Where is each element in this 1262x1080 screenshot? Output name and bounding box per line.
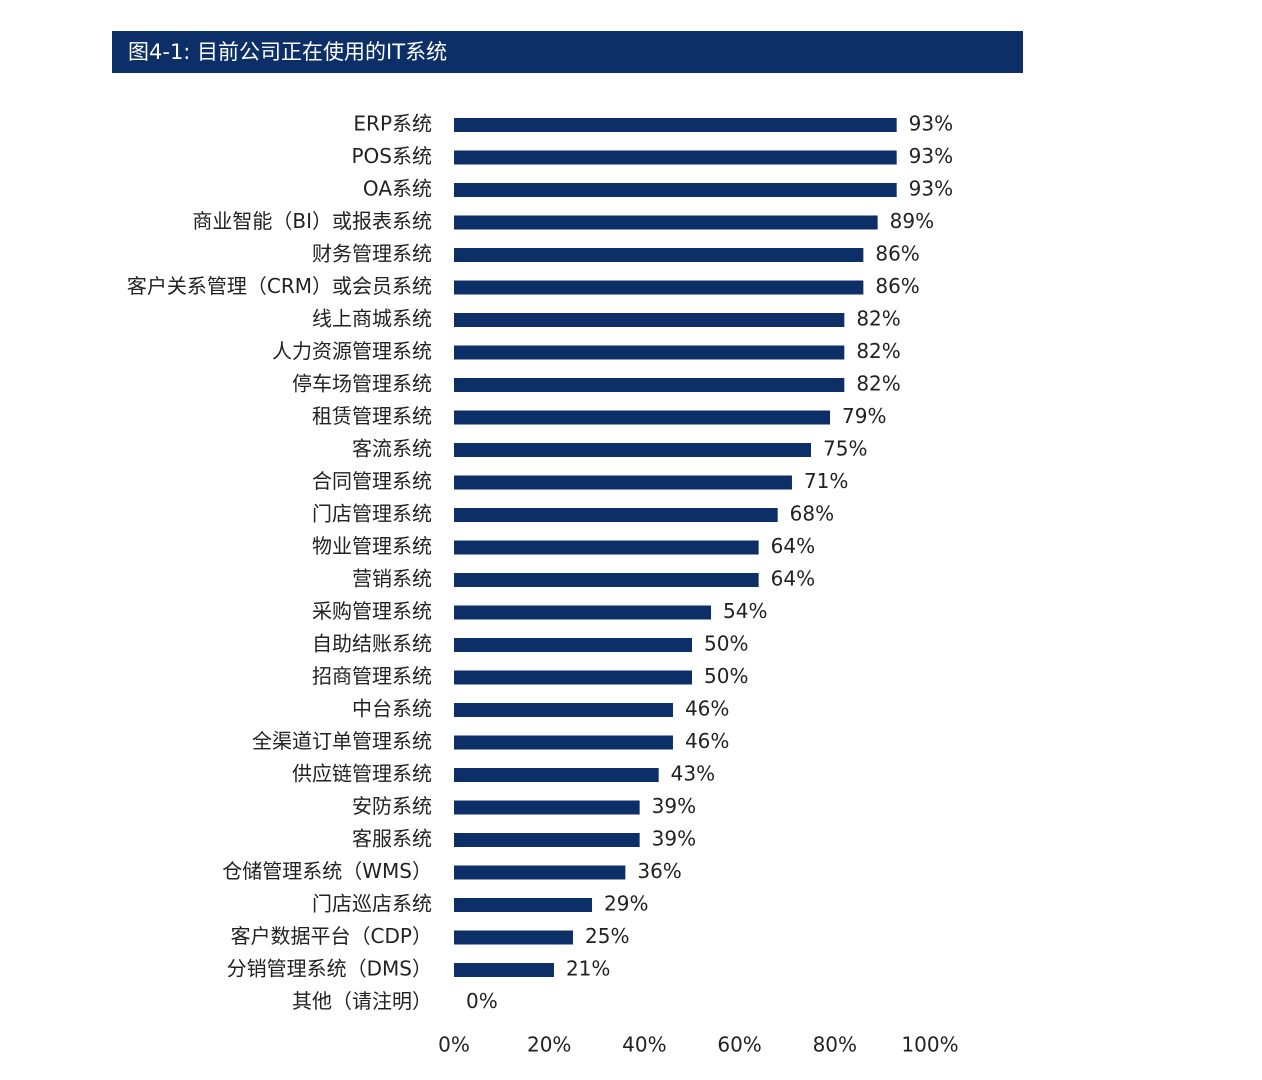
value-label: 89% (890, 209, 934, 233)
category-label: 分销管理系统（DMS） (227, 957, 432, 981)
bar (454, 833, 640, 847)
x-tick-label: 40% (622, 1033, 666, 1057)
category-label: 仓储管理系统（WMS） (222, 859, 432, 883)
value-label: 82% (856, 372, 900, 396)
value-label: 25% (585, 924, 629, 948)
bar (454, 215, 878, 230)
bar (454, 508, 778, 522)
category-label: 全渠道订单管理系统 (252, 729, 432, 753)
value-label: 50% (704, 632, 748, 656)
category-label: 租赁管理系统 (312, 404, 432, 428)
bar (454, 248, 864, 262)
category-label: 营销系统 (352, 567, 432, 591)
value-label: 36% (637, 859, 681, 883)
value-label: 39% (652, 827, 696, 851)
category-label: 安防系统 (352, 794, 432, 818)
bar (454, 378, 845, 392)
category-label: 采购管理系统 (312, 599, 432, 623)
category-label: 停车场管理系统 (292, 372, 432, 396)
x-tick-label: 20% (527, 1033, 571, 1057)
category-label: 客服系统 (352, 827, 432, 851)
category-label: 客户关系管理（CRM）或会员系统 (127, 274, 432, 298)
bar (454, 963, 554, 977)
bar (454, 280, 864, 295)
value-label: 54% (723, 599, 767, 623)
bar (454, 183, 897, 197)
bar (454, 475, 792, 490)
bar (454, 313, 845, 327)
category-label: 财务管理系统 (312, 242, 432, 266)
chart-title: 图4-1: 目前公司正在使用的IT系统 (128, 40, 448, 64)
category-label: 线上商城系统 (312, 307, 432, 331)
bar (454, 800, 640, 815)
category-label: 其他（请注明） (292, 989, 432, 1013)
value-label: 75% (823, 437, 867, 461)
category-label: 自助结账系统 (312, 632, 432, 656)
value-label: 86% (875, 274, 919, 298)
value-label: 46% (685, 729, 729, 753)
category-label: 商业智能（BI）或报表系统 (192, 209, 432, 233)
bar (454, 735, 673, 750)
value-label: 82% (856, 307, 900, 331)
value-label: 93% (909, 112, 953, 136)
x-tick-label: 0% (438, 1033, 470, 1057)
value-label: 0% (466, 989, 498, 1013)
category-label: 客流系统 (352, 437, 432, 461)
value-label: 46% (685, 697, 729, 721)
value-label: 21% (566, 957, 610, 981)
bar (454, 638, 692, 652)
value-label: 39% (652, 794, 696, 818)
category-label: 物业管理系统 (312, 534, 432, 558)
bar (454, 768, 659, 782)
value-label: 79% (842, 404, 886, 428)
bar (454, 703, 673, 717)
category-label: ERP系统 (353, 112, 432, 136)
category-label: 中台系统 (352, 697, 432, 721)
category-label: 客户数据平台（CDP） (231, 924, 432, 948)
x-tick-label: 100% (901, 1033, 958, 1057)
bar (454, 605, 712, 620)
value-label: 64% (771, 534, 815, 558)
bar (454, 150, 897, 165)
category-label: 供应链管理系统 (292, 762, 432, 786)
category-label: 门店巡店系统 (312, 892, 432, 916)
x-tick-label: 60% (717, 1033, 761, 1057)
value-label: 86% (875, 242, 919, 266)
bar (454, 670, 692, 685)
value-label: 93% (909, 177, 953, 201)
value-label: 43% (671, 762, 715, 786)
category-label: 合同管理系统 (312, 469, 432, 493)
bar (454, 865, 626, 880)
category-label: 人力资源管理系统 (272, 339, 432, 363)
value-label: 64% (771, 567, 815, 591)
category-label: 门店管理系统 (312, 502, 432, 526)
bar (454, 573, 759, 587)
category-label: POS系统 (352, 144, 433, 168)
bar (454, 540, 759, 555)
value-label: 82% (856, 339, 900, 363)
bar (454, 930, 573, 945)
bar (454, 443, 811, 457)
category-label: OA系统 (363, 177, 432, 201)
bar (454, 118, 897, 132)
category-label: 招商管理系统 (312, 664, 432, 688)
value-label: 68% (790, 502, 834, 526)
value-label: 71% (804, 469, 848, 493)
x-tick-label: 80% (813, 1033, 857, 1057)
chart-title-bar: 图4-1: 目前公司正在使用的IT系统 (112, 31, 1023, 73)
value-label: 29% (604, 892, 648, 916)
bar (454, 410, 831, 425)
bar (454, 898, 593, 912)
value-label: 50% (704, 664, 748, 688)
value-label: 93% (909, 144, 953, 168)
bar (454, 345, 845, 360)
